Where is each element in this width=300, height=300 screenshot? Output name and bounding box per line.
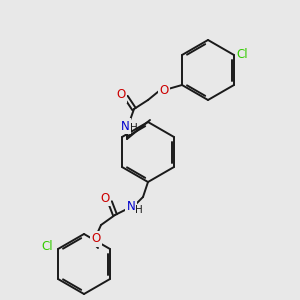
Text: Cl: Cl — [236, 49, 248, 62]
Text: N: N — [121, 119, 129, 133]
Text: H: H — [130, 123, 138, 133]
Text: O: O — [159, 83, 169, 97]
Text: O: O — [116, 88, 126, 101]
Text: O: O — [100, 191, 109, 205]
Text: N: N — [127, 200, 135, 214]
Text: Cl: Cl — [41, 241, 53, 254]
Text: H: H — [135, 205, 143, 215]
Text: O: O — [92, 232, 100, 245]
